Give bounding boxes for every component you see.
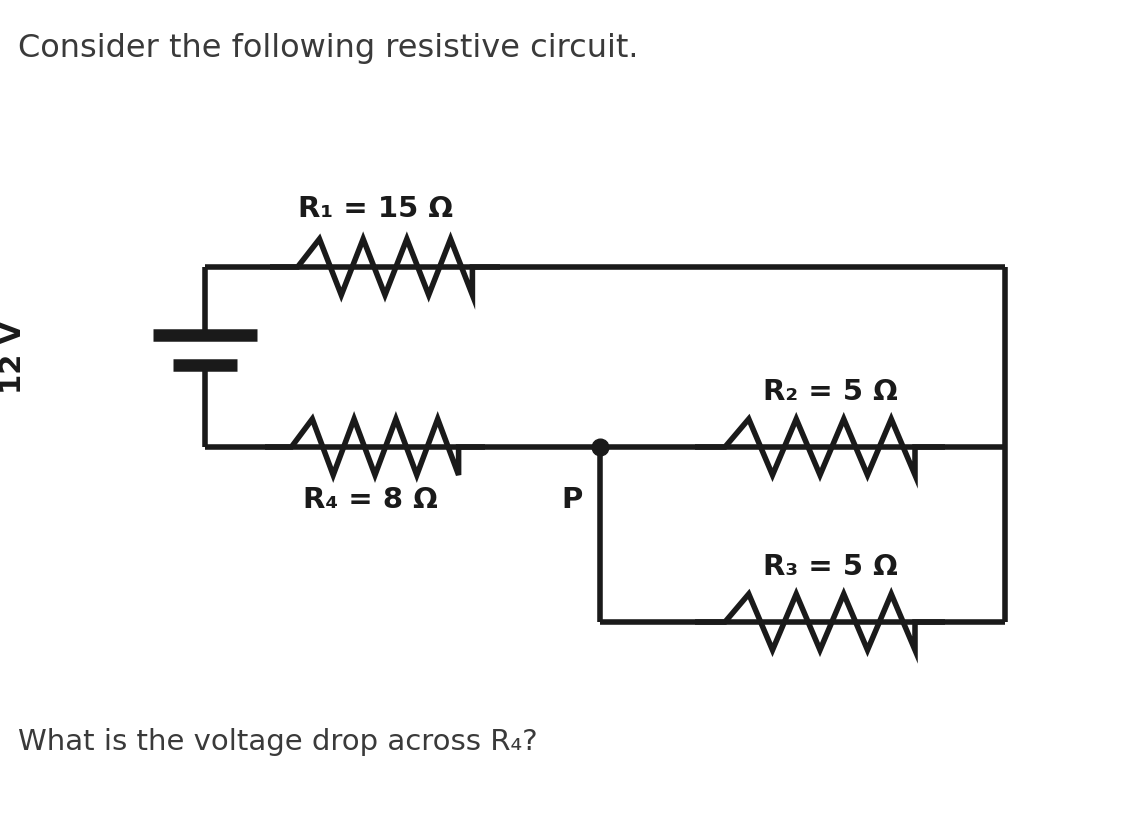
Text: P: P bbox=[562, 485, 582, 514]
Text: 12 V: 12 V bbox=[0, 321, 27, 394]
Text: What is the voltage drop across R₄?: What is the voltage drop across R₄? bbox=[18, 727, 538, 755]
Text: Consider the following resistive circuit.: Consider the following resistive circuit… bbox=[18, 33, 638, 64]
Text: R₄ = 8 Ω: R₄ = 8 Ω bbox=[303, 485, 437, 514]
Text: R₂ = 5 Ω: R₂ = 5 Ω bbox=[763, 378, 897, 405]
Text: R₃ = 5 Ω: R₃ = 5 Ω bbox=[763, 552, 897, 581]
Text: R₁ = 15 Ω: R₁ = 15 Ω bbox=[297, 195, 453, 222]
